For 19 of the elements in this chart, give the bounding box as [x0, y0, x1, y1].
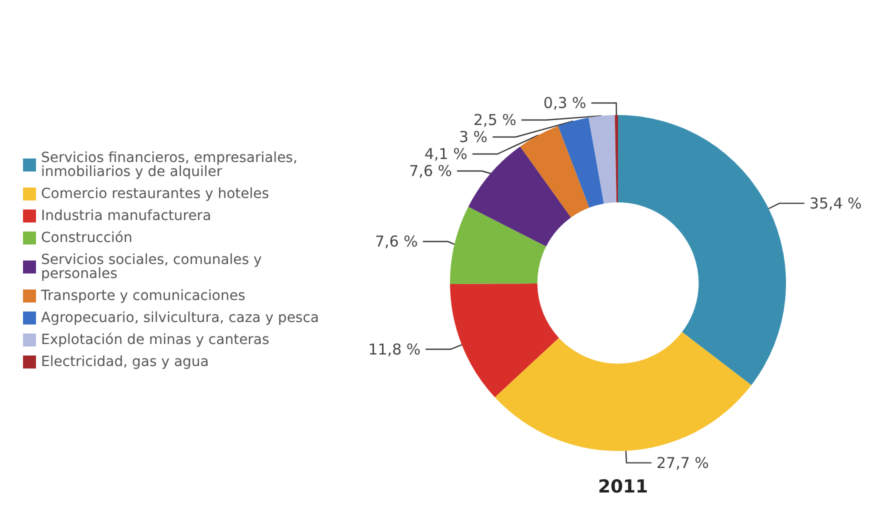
legend-label: Agropecuario, silvicultura, caza y pesca [41, 310, 320, 326]
data-label: 11,8 % [368, 340, 421, 358]
data-label: 7,6 % [409, 162, 452, 180]
legend-label: Comercio restaurantes y hoteles [41, 186, 270, 202]
legend-label: Electricidad, gas y agua [41, 354, 209, 370]
data-label: 27,7 % [656, 454, 709, 472]
data-label: 35,4 % [809, 194, 862, 212]
legend-label: Transporte y comunicaciones [40, 288, 246, 304]
legend-label: Servicios financieros, empresariales, inmobiliarios y de alquiler [41, 150, 302, 180]
data-label: 2,5 % [474, 111, 516, 130]
legend-label: Servicios sociales, comunales y personales [41, 252, 266, 282]
legend-label: Construcción [41, 230, 132, 246]
data-label: 4,1 % [424, 145, 468, 164]
legend-label: Explotación de minas y canteras [41, 332, 270, 348]
legend-label: Industria manufacturera [41, 208, 212, 224]
data-label: 7,6 % [374, 232, 418, 251]
data-label: 0,3 % [543, 94, 586, 112]
data-label: 3 % [459, 128, 488, 146]
text: 2011 [598, 476, 648, 498]
